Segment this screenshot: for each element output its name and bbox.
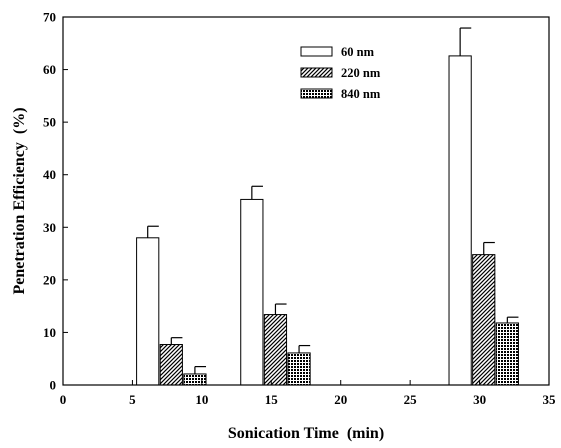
y-tick-label: 70 — [43, 10, 56, 25]
legend-label: 220 nm — [341, 66, 381, 80]
y-tick-label: 20 — [43, 272, 56, 287]
error-bar — [506, 316, 519, 323]
legend-swatch — [300, 88, 333, 99]
bar-220-nm-30 — [472, 254, 496, 386]
legend-item: 840 nm — [300, 87, 381, 101]
bar-840-nm-5 — [183, 373, 207, 386]
error-bar — [194, 366, 207, 374]
legend-swatch — [300, 67, 333, 78]
legend-item: 220 nm — [300, 66, 381, 80]
y-tick-label: 60 — [43, 62, 56, 77]
legend-label: 60 nm — [341, 45, 375, 59]
legend-item: 60 nm — [300, 45, 375, 59]
error-bar — [483, 241, 495, 255]
error-bar — [147, 225, 159, 238]
y-axis-ticks: 0 10 20 30 40 50 60 70 — [43, 10, 68, 393]
y-tick-label: 10 — [43, 325, 56, 340]
legend-label: 840 nm — [341, 87, 381, 101]
bar-60-nm-15 — [240, 198, 264, 386]
legend: 60 nm 220 nm 840 nm — [300, 45, 381, 101]
y-tick-label: 30 — [43, 220, 56, 235]
error-bar — [298, 344, 311, 353]
legend-swatch — [300, 46, 333, 57]
y-axis-title: Penetration Efficiency (%) — [11, 107, 28, 294]
y-tick-label: 50 — [43, 115, 56, 130]
error-bars-layer — [147, 27, 519, 374]
bar-60-nm-30 — [448, 55, 472, 386]
x-tick-label: 20 — [334, 392, 347, 407]
x-tick-label: 15 — [265, 392, 279, 407]
bar-60-nm-5 — [136, 237, 160, 386]
x-tick-label: 5 — [129, 392, 136, 407]
bar-840-nm-30 — [495, 322, 519, 386]
error-bar — [170, 337, 183, 345]
error-bar — [251, 185, 263, 200]
error-bar — [274, 303, 287, 315]
y-tick-label: 40 — [43, 167, 56, 182]
x-tick-label: 0 — [60, 392, 67, 407]
x-axis-title: Sonication Time (min) — [228, 425, 384, 442]
x-axis-ticks: 0 5 10 15 20 25 30 35 — [60, 380, 556, 407]
plot-frame — [62, 16, 550, 386]
bars-layer — [136, 55, 519, 386]
x-tick-label: 10 — [195, 392, 208, 407]
error-bar — [459, 27, 472, 56]
y-tick-label: 0 — [50, 378, 57, 393]
x-tick-label: 30 — [473, 392, 486, 407]
x-tick-label: 25 — [404, 392, 418, 407]
bar-220-nm-5 — [159, 344, 183, 386]
bar-220-nm-15 — [263, 314, 288, 386]
bar-840-nm-15 — [287, 352, 311, 386]
x-tick-label: 35 — [543, 392, 557, 407]
